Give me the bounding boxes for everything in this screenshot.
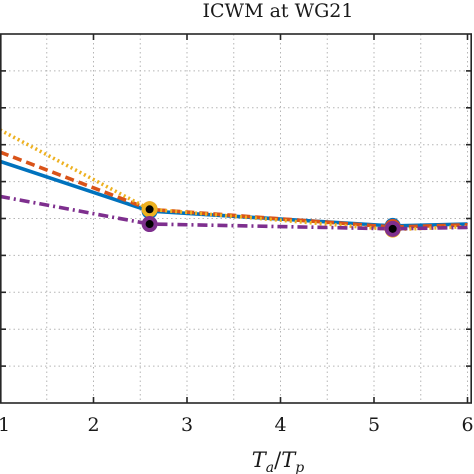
x-axis-label-b: T — [281, 448, 297, 472]
x-axis-label-a-sub: a — [266, 460, 274, 474]
x-tick-label: 3 — [181, 414, 193, 436]
axes — [0, 33, 472, 404]
series-group — [0, 128, 468, 238]
x-tick-labels: 1 2 3 4 5 6 — [0, 414, 474, 436]
x-tick-label: 1 — [0, 414, 10, 436]
series-marker-dot-4 — [388, 224, 397, 233]
x-axis-label-sep: / — [274, 448, 282, 472]
series-marker-dot-3 — [145, 205, 154, 214]
x-tick-label: 5 — [368, 414, 380, 436]
x-axis-label-b-sub: p — [295, 460, 304, 474]
x-tick-label: 2 — [87, 414, 99, 436]
x-tick-label: 6 — [461, 414, 473, 436]
grid — [0, 34, 472, 403]
x-axis-label-a: T — [252, 448, 268, 472]
series-marker-dot-4 — [145, 220, 154, 229]
x-axis-label: Ta/Tp — [252, 448, 304, 474]
x-tick-label: 4 — [274, 414, 286, 436]
series-line-3 — [0, 128, 468, 232]
chart-title: ICWM at WG21 — [203, 0, 354, 22]
series-line-2 — [0, 150, 468, 229]
